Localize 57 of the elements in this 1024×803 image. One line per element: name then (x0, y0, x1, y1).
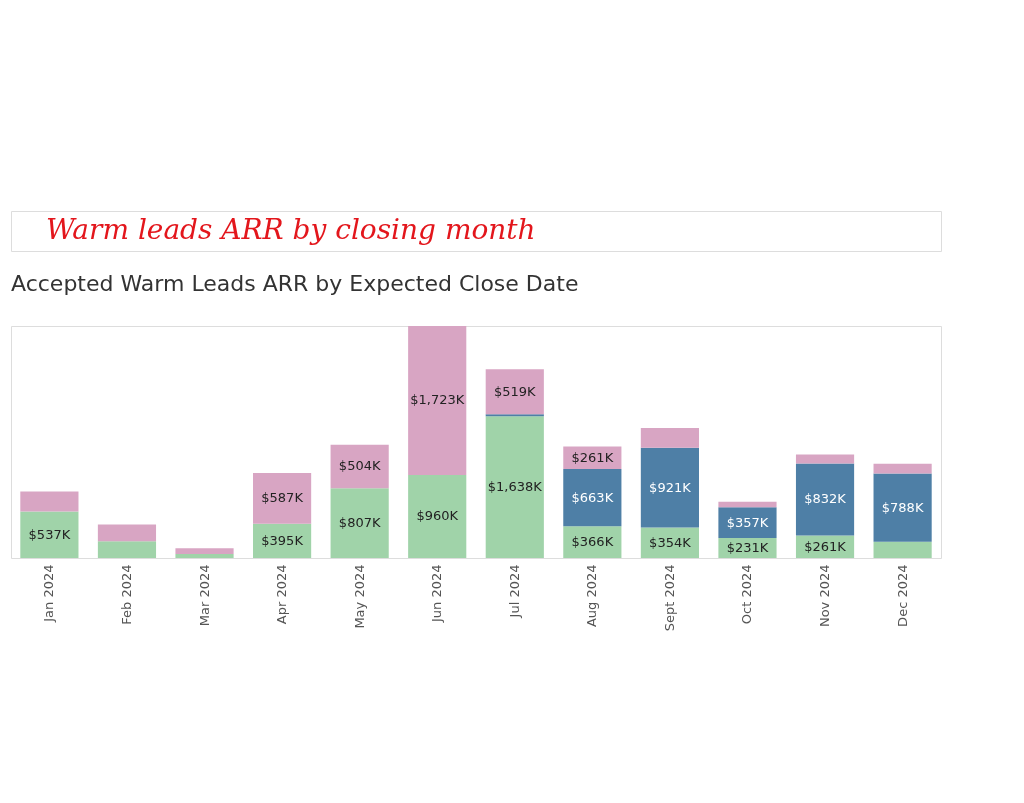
x-tick-label: Nov 2024 (817, 564, 833, 628)
bar (718, 507, 777, 539)
data-label: $832K (804, 491, 847, 507)
bar (795, 463, 855, 536)
bar (718, 501, 777, 508)
bar (408, 326, 467, 475)
bar (873, 541, 932, 558)
bar (873, 473, 932, 542)
x-tick-label: Jun 2024 (429, 564, 445, 624)
data-label: $231K (726, 540, 769, 556)
data-label: $261K (571, 449, 614, 465)
data-label: $504K (338, 458, 381, 474)
bar (330, 444, 389, 489)
x-tick-label: Feb 2024 (118, 564, 134, 625)
x-tick-label: Jul 2024 (506, 564, 522, 619)
data-label: $357K (726, 514, 769, 530)
x-tick-label: Sept 2024 (661, 564, 677, 632)
bar (485, 414, 544, 417)
text: Warm leads ARR by closing month (46, 213, 536, 246)
data-label: $354K (649, 534, 692, 550)
bar (485, 369, 544, 415)
x-tick-label: Oct 2024 (739, 564, 755, 625)
data-label: $807K (338, 515, 381, 531)
bar (253, 473, 312, 524)
data-label: $960K (416, 508, 459, 524)
data-label: $519K (493, 383, 537, 399)
x-tick-label: Aug 2024 (584, 564, 600, 628)
data-label: $1,638K (487, 479, 543, 495)
data-label: $261K (804, 538, 847, 554)
x-tick-label: Apr 2024 (274, 564, 290, 625)
bar (97, 524, 157, 542)
x-tick-label: May 2024 (351, 564, 367, 629)
chart-title: Accepted Warm Leads ARR by Expected Close Date (11, 271, 579, 296)
data-label: $587K (261, 490, 304, 506)
x-tick-label: Mar 2024 (196, 564, 212, 627)
bar (795, 454, 855, 464)
bar (640, 428, 699, 448)
data-label: $366K (571, 534, 614, 550)
bar (175, 548, 234, 555)
x-tick-label: Dec 2024 (894, 564, 910, 627)
bar (408, 474, 467, 558)
bar (20, 511, 79, 558)
data-label: $663K (571, 489, 614, 505)
bar (97, 541, 157, 558)
bar (640, 447, 699, 528)
bar (20, 491, 79, 512)
data-label: $1,723K (410, 392, 465, 408)
data-label: $788K (881, 499, 924, 515)
data-label: $921K (649, 479, 692, 495)
bar (485, 416, 544, 558)
bar (563, 469, 622, 527)
bar (175, 554, 234, 558)
bar (873, 463, 932, 474)
x-tick-label: Jan 2024 (41, 564, 57, 623)
data-label: $395K (261, 532, 304, 548)
data-label: $537K (28, 526, 71, 542)
bar (330, 488, 389, 558)
